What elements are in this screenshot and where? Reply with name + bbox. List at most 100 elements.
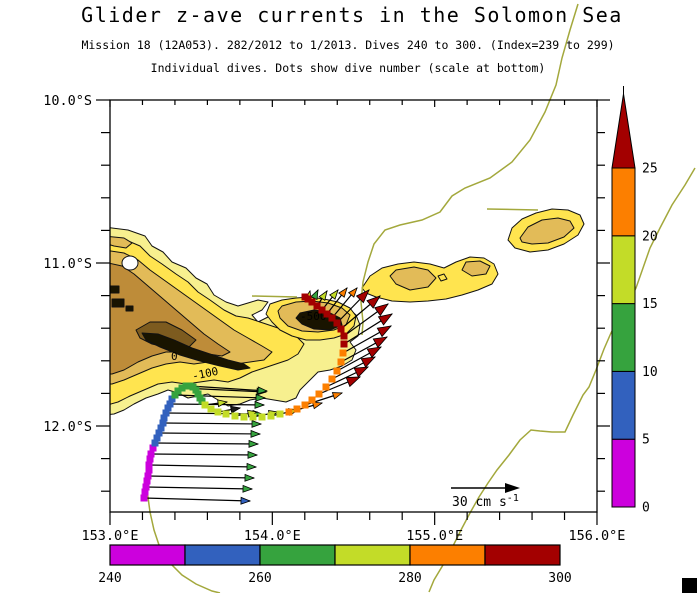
current-vector-head	[372, 336, 389, 349]
current-vector-head	[366, 346, 383, 359]
dive-dot	[151, 439, 159, 447]
speed-colorbar-segment	[611, 167, 636, 237]
current-vector-head	[242, 484, 254, 493]
dive-dot	[293, 405, 301, 413]
dive-dot	[198, 397, 206, 405]
current-vector-head	[244, 473, 256, 482]
dive-dot	[145, 466, 153, 474]
dive-dot	[142, 483, 150, 491]
main-island-land	[141, 332, 251, 371]
current-vector-head	[374, 303, 389, 317]
current-vector-head	[255, 393, 267, 402]
map-frame	[109, 99, 598, 513]
dive-dot	[201, 401, 209, 409]
header: Glider z-ave currents in the Solomon Sea…	[81, 3, 623, 75]
lagoon-hole	[121, 255, 139, 271]
current-vector-head	[338, 287, 348, 298]
dive-dot	[143, 477, 151, 485]
glider-track	[140, 287, 393, 505]
dive-colorbar-segment	[334, 544, 411, 566]
dive-colorbar-segment	[484, 544, 561, 566]
current-vector-shaft	[189, 385, 268, 392]
dive-dot	[192, 386, 200, 394]
dive-dot	[178, 384, 186, 392]
coastline-southwest	[146, 489, 221, 593]
shoal2-tan	[519, 217, 575, 245]
current-vector-head	[250, 429, 262, 438]
coastline-north	[360, 3, 579, 336]
current-vector-shaft	[148, 464, 257, 468]
dive-dot	[318, 306, 326, 314]
subtitle-1: Mission 18 (12A053). 282/2012 to 1/2013.…	[81, 38, 614, 52]
speed-colorbar: 0 5 10 15 20 25	[611, 86, 658, 516]
current-vector-head	[257, 386, 269, 395]
dive-dot	[337, 358, 345, 366]
dive-dot	[323, 310, 331, 318]
speed-colorbar-segment	[611, 235, 636, 305]
current-vector-head	[366, 295, 381, 309]
page-title: Glider z-ave currents in the Solomon Sea	[81, 3, 623, 27]
dive-colorbar-label: 300	[548, 571, 571, 586]
current-vector-head	[246, 462, 258, 471]
current-vector-shaft	[150, 453, 258, 456]
current-vector-head	[360, 356, 377, 368]
current-vector-heads	[217, 287, 393, 505]
current-vector-head	[318, 290, 328, 302]
speed-colorbar-segment	[611, 370, 636, 440]
current-vector-head	[230, 405, 242, 414]
current-vector-head	[217, 399, 229, 408]
dive-dot	[174, 387, 182, 395]
shoal1-hole	[437, 273, 448, 282]
dive-dot	[222, 410, 230, 418]
dive-dot	[328, 314, 336, 322]
contour-labels: 0 -100 -500	[171, 310, 327, 383]
tan-islet-topleft	[110, 236, 133, 249]
dive-dot	[144, 472, 152, 480]
speed-colorbar-label: 20	[642, 229, 658, 244]
shoal1-tan-a	[389, 266, 437, 291]
dive-dot	[315, 390, 323, 398]
dive-dot	[249, 413, 257, 421]
current-vector-head	[329, 289, 339, 300]
dive-dot	[194, 390, 202, 398]
dive-dot	[147, 450, 155, 458]
current-vector-head	[331, 392, 344, 400]
dive-dot	[160, 414, 168, 422]
speed-colorbar-segment	[611, 438, 636, 508]
dive-dot	[231, 412, 239, 420]
dive-dot	[140, 494, 148, 502]
dive-dot	[164, 404, 172, 412]
dive-dot	[258, 413, 266, 421]
current-vector-shaft	[158, 432, 261, 435]
scale-arrowhead	[505, 483, 520, 493]
dive-colorbar-segment	[259, 544, 336, 566]
dive-dot	[339, 349, 347, 357]
coastline-east	[428, 167, 696, 593]
dive-dot	[146, 455, 154, 463]
subtitle-2: Individual dives. Dots show dive number …	[151, 61, 546, 75]
x-axis-label: 155.0°E	[406, 528, 463, 544]
dive-colorbar-segment	[409, 544, 486, 566]
current-vector-shaft	[174, 394, 266, 399]
current-vector-shaft	[169, 403, 265, 406]
current-vector-shaft	[154, 442, 259, 445]
dive-dot	[301, 401, 309, 409]
y-axis-label: 10.0°S	[43, 93, 92, 109]
axis-tick-labels: 153.0°E 154.0°E 155.0°E 156.0°E 10.0°S 11.0°S…	[43, 93, 625, 544]
y-axis-label: 12.0°S	[43, 419, 92, 435]
dive-dot	[214, 408, 222, 416]
dive-dot	[145, 461, 153, 469]
survey-line-2	[486, 208, 539, 211]
islet-black-2	[111, 298, 125, 308]
x-axis-label: 154.0°E	[244, 528, 301, 544]
current-vector-head	[355, 289, 370, 304]
current-vector-head	[376, 325, 393, 338]
dive-dot	[322, 383, 330, 391]
speed-colorbar-segment	[611, 303, 636, 372]
x-axis-label: 153.0°E	[82, 528, 139, 544]
speed-colorbar-label: 25	[642, 162, 658, 177]
current-vector-head	[254, 400, 266, 409]
islet-black-3	[125, 305, 134, 312]
dive-colorbar-label: 260	[248, 571, 271, 586]
contour-label-0: 0	[171, 350, 178, 363]
